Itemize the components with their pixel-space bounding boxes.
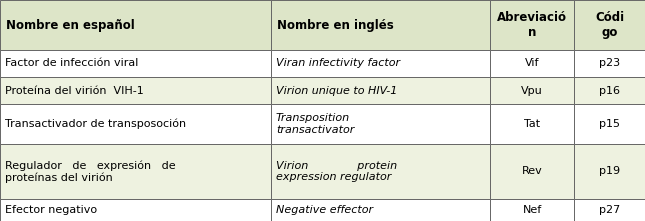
Text: Virion              protein
expression regulator: Virion protein expression regulator <box>276 161 397 182</box>
Bar <box>0 0 271 50</box>
Bar <box>271 144 490 199</box>
Text: p19: p19 <box>599 166 620 177</box>
Bar <box>271 0 490 50</box>
Bar <box>574 77 645 104</box>
Text: Nombre en inglés: Nombre en inglés <box>277 19 393 32</box>
Text: Tat: Tat <box>524 119 540 129</box>
Text: Códi
go: Códi go <box>595 11 624 39</box>
Text: Factor de infección viral: Factor de infección viral <box>5 59 139 69</box>
Bar <box>271 50 490 77</box>
Bar <box>490 104 574 144</box>
Bar <box>0 199 271 221</box>
Text: Negative effector: Negative effector <box>276 205 373 215</box>
Bar <box>490 77 574 104</box>
Bar <box>490 0 574 50</box>
Text: Proteína del virión  VIH-1: Proteína del virión VIH-1 <box>5 86 144 95</box>
Bar <box>0 50 271 77</box>
Text: Nef: Nef <box>522 205 542 215</box>
Text: p16: p16 <box>599 86 620 95</box>
Text: Transactivador de transposoción: Transactivador de transposoción <box>5 119 186 129</box>
Bar <box>0 77 271 104</box>
Bar <box>574 104 645 144</box>
Text: p15: p15 <box>599 119 620 129</box>
Text: Rev: Rev <box>522 166 542 177</box>
Text: Vpu: Vpu <box>521 86 543 95</box>
Text: Vif: Vif <box>525 59 539 69</box>
Text: Virion unique to HIV-1: Virion unique to HIV-1 <box>276 86 397 95</box>
Bar <box>574 50 645 77</box>
Text: Regulador   de   expresión   de
proteínas del virión: Regulador de expresión de proteínas del … <box>5 160 175 183</box>
Text: Nombre en español: Nombre en español <box>6 19 135 32</box>
Bar <box>271 199 490 221</box>
Bar <box>271 77 490 104</box>
Text: Efector negativo: Efector negativo <box>5 205 97 215</box>
Bar <box>574 199 645 221</box>
Bar <box>490 199 574 221</box>
Bar <box>0 144 271 199</box>
Bar <box>490 50 574 77</box>
Bar <box>490 144 574 199</box>
Text: Abreviació
n: Abreviació n <box>497 11 567 39</box>
Text: p27: p27 <box>599 205 620 215</box>
Bar <box>574 0 645 50</box>
Bar <box>574 144 645 199</box>
Bar <box>0 104 271 144</box>
Bar <box>271 104 490 144</box>
Text: p23: p23 <box>599 59 620 69</box>
Text: Transposition
transactivator: Transposition transactivator <box>276 113 354 135</box>
Text: Viran infectivity factor: Viran infectivity factor <box>276 59 400 69</box>
